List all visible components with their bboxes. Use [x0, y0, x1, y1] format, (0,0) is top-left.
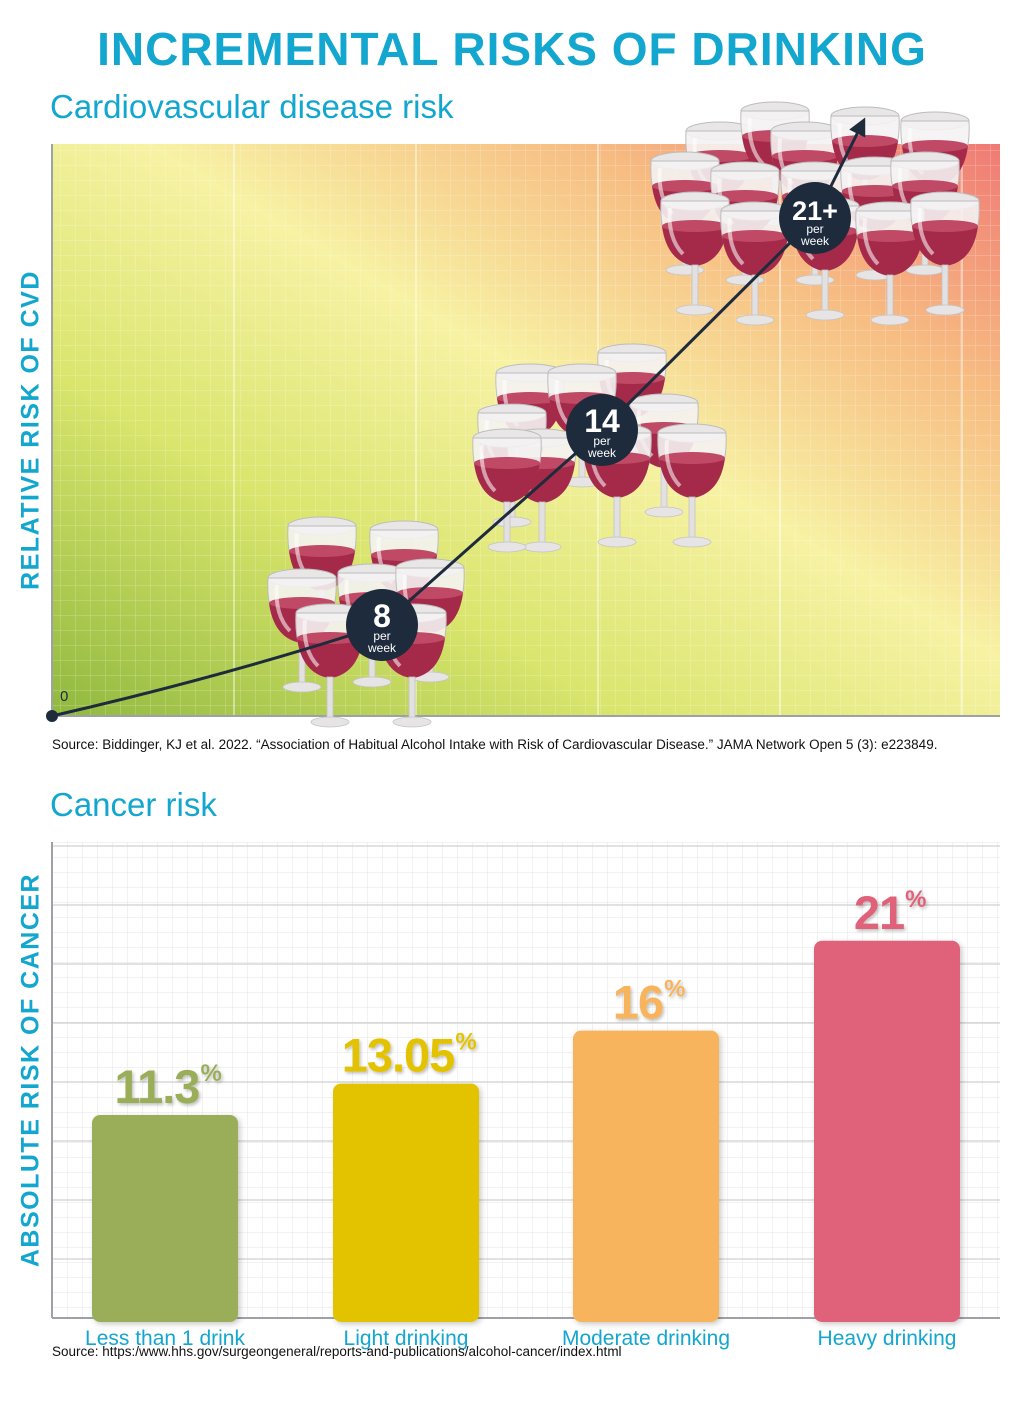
cvd-marker-value: 8: [373, 598, 391, 634]
cvd-marker-value: 21+: [792, 196, 838, 226]
cancer-bar-value: 21: [854, 886, 904, 939]
cvd-marker-unit-line2: week: [367, 641, 397, 655]
cancer-subtitle: Cancer risk: [50, 786, 217, 823]
cancer-bar: [573, 1030, 719, 1322]
main-title: INCREMENTAL RISKS OF DRINKING: [97, 23, 927, 75]
cancer-bar-value: 11.3: [115, 1060, 200, 1113]
cancer-bar-unit: %: [455, 1029, 476, 1056]
cvd-marker-unit-line1: per: [806, 222, 823, 236]
cvd-marker-unit-line1: per: [373, 629, 390, 643]
cancer-category-label: Moderate drinking: [561, 1327, 731, 1350]
cvd-marker-21+: [779, 182, 851, 254]
cancer-bar-unit: %: [200, 1060, 221, 1087]
cvd-marker-8: [346, 589, 418, 661]
cancer-bar-value: 13.05: [342, 1029, 455, 1082]
cvd-zero-label: 0: [60, 688, 68, 705]
cancer-bar-unit: %: [664, 976, 685, 1003]
cancer-category-label: Heavy drinking: [817, 1327, 957, 1350]
cancer-source: Source: https:/www.hhs.gov/surgeongenera…: [52, 1344, 622, 1359]
cancer-category-label: Light drinking: [343, 1327, 469, 1350]
cvd-source: Source: Biddinger, KJ et al. 2022. “Asso…: [52, 737, 938, 752]
cancer-bar-value: 16: [613, 976, 663, 1029]
cvd-origin-point: [46, 710, 58, 722]
cancer-bar-unit: %: [905, 886, 926, 913]
cancer-bar: [333, 1083, 479, 1322]
cvd-marker-unit-line1: per: [593, 434, 610, 448]
cancer-bar: [92, 1115, 238, 1322]
cancer-category-label: Less than 1 drink: [85, 1327, 245, 1350]
cvd-marker-unit-line2: week: [800, 234, 830, 248]
cancer-bars: 11.3% 13.05 %16 %21%: [92, 886, 960, 1322]
cvd-marker-14: [566, 394, 638, 466]
cvd-marker-value: 14: [584, 403, 620, 439]
cvd-marker-unit-line2: week: [587, 446, 617, 460]
cvd-subtitle: Cardiovascular disease risk: [50, 88, 454, 125]
cancer-bar: [814, 940, 960, 1322]
